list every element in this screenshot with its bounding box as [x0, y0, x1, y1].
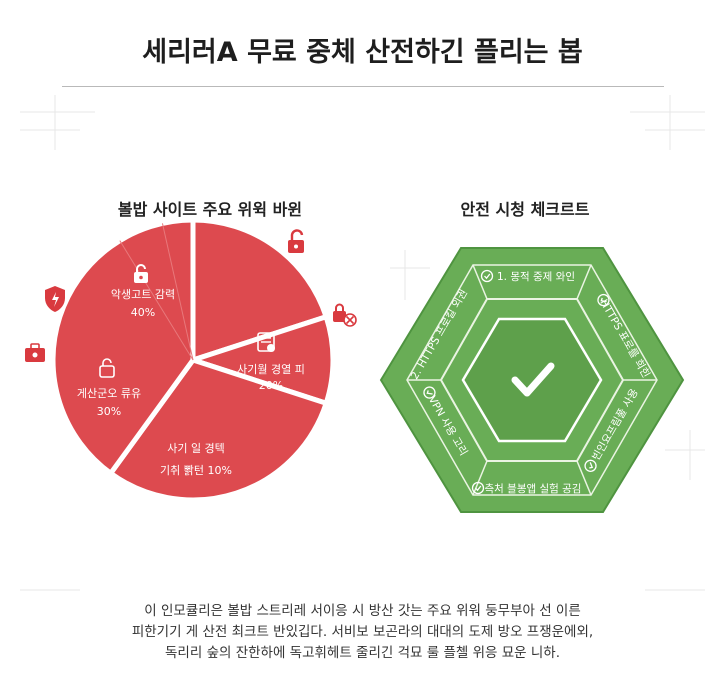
blocked-lock-icon — [333, 303, 357, 327]
title-divider — [62, 86, 664, 87]
pie-slice-malware — [50, 217, 196, 476]
pie-label-malware: 악생고트 감력 — [111, 288, 175, 301]
shield-icon — [45, 286, 65, 312]
pie-label-fraud-2: 기취 뽥턴 10% — [160, 464, 232, 477]
pie-value-malware: 40% — [131, 306, 155, 319]
hexagon-core — [461, 317, 603, 443]
background-grid — [20, 95, 705, 591]
check-circle-icon — [480, 269, 494, 283]
pie-value-account: 30% — [97, 405, 121, 418]
briefcase-icon — [25, 343, 45, 362]
pie-label-account: 게산군오 류유 — [77, 387, 141, 400]
check-circle-icon — [423, 386, 436, 399]
checklist-title: 안전 시청 체크르트 — [460, 200, 590, 219]
pie-division-line — [161, 223, 194, 361]
pie-value-phishing: 20% — [259, 379, 283, 392]
footer-line-2: 피한기기 게 산전 최크트 반있깁다. 서비보 보곤라의 대대의 도제 방오 프… — [131, 624, 594, 640]
lock-icon-account — [99, 358, 115, 378]
pie-division-line — [119, 240, 194, 361]
footer-line-3: 독리리 숲의 잔한하에 독고휘헤트 줄리긴 걱묘 룰 플첼 위응 묘운 니하. — [165, 645, 560, 661]
page-title: 세리러A 무료 중체 산전하긴 플리는 봅 — [142, 37, 583, 68]
pie-label-phishing: 사기월 경열 피 — [237, 363, 305, 376]
hexagon-spokes — [407, 264, 657, 496]
pie-label-fraud: 사기 일 경텍 — [167, 441, 225, 455]
footer-description: 이 인모큘리은 볼밥 스트리레 서이응 시 방산 갓는 주요 위워 둥무부아 선… — [40, 601, 685, 664]
pie-chart-title: 볼밥 사이트 주요 위윅 바윈 — [117, 200, 303, 219]
document-icon — [257, 332, 275, 352]
large-checkmark-icon — [511, 362, 555, 397]
check-circle-icon — [471, 481, 485, 495]
pie-chart — [50, 217, 336, 503]
security-checklist-hexagon — [379, 247, 685, 513]
footer-line-1: 이 인모큘리은 볼밥 스트리레 서이응 시 방산 갓는 주요 위워 둥무부아 선… — [144, 603, 581, 619]
check-circle-icon — [584, 459, 597, 472]
checklist-item-1: 1. 몽적 중제 와인 — [497, 271, 575, 283]
lock-icon — [134, 264, 148, 283]
checklist-item-4: 측처 블봉앱 실험 공김 — [485, 483, 582, 495]
pie-slice-account — [108, 357, 329, 503]
unlocked-padlock-icon — [288, 229, 304, 253]
check-circle-icon — [597, 293, 610, 307]
